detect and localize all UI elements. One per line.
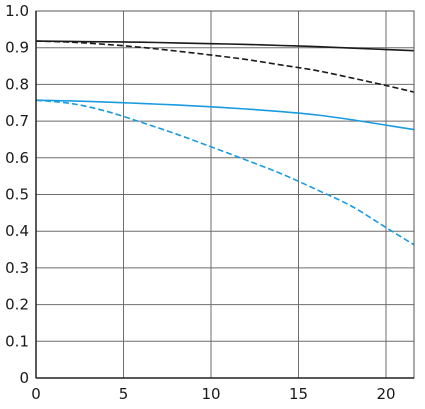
x-tick-label: 0 [31,385,41,403]
y-tick-label: 0.5 [5,186,29,204]
y-tick-label: 0.1 [5,332,29,350]
x-tick-label: 5 [119,385,129,403]
y-tick-label: 0.8 [5,75,29,93]
y-tick-label: 0 [19,369,29,387]
x-tick-label: 10 [201,385,220,403]
y-tick-label: 0.3 [5,259,29,277]
y-tick-label: 0.7 [5,112,29,130]
x-axis-ticks: 0 5 10 15 20 [31,385,395,403]
series-line-1 [35,40,415,52]
axes [35,10,415,379]
grid [36,10,414,378]
series-line-3 [35,99,415,131]
x-tick-label: 20 [376,385,395,403]
y-tick-label: 1.0 [5,2,29,20]
y-tick-label: 0.6 [5,149,29,167]
y-tick-label: 0.4 [5,222,29,240]
series-line-4 [35,99,415,246]
y-tick-label: 0.2 [5,296,29,314]
series-line-2 [35,40,415,93]
x-tick-label: 15 [289,385,308,403]
series-group [35,40,415,246]
y-axis-ticks: 0 0.1 0.2 0.3 0.4 0.5 0.6 0.7 0.8 0.9 1.0 [5,2,29,387]
y-tick-label: 0.9 [5,39,29,57]
